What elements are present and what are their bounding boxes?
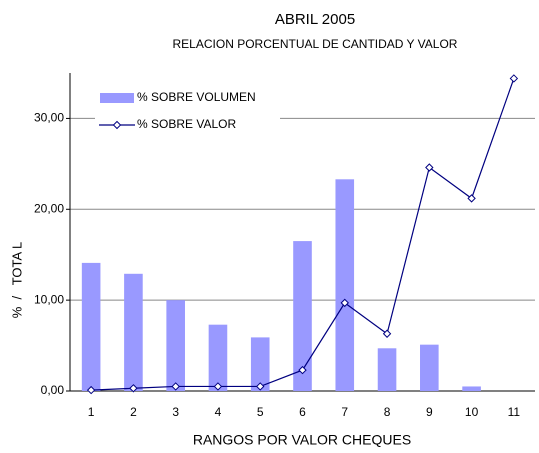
bar: [462, 386, 481, 391]
line-marker: [340, 298, 349, 308]
bar: [293, 241, 312, 391]
line-marker: [256, 382, 265, 391]
chart-subtitle: RELACION PORCENTUAL DE CANTIDAD Y VALOR: [173, 37, 458, 51]
x-tick-label: 2: [130, 405, 137, 419]
legend-label: % SOBRE VOLUMEN: [137, 90, 256, 104]
bar: [124, 273, 143, 391]
x-axis-label: RANGOS POR VALOR CHEQUES: [193, 432, 411, 448]
legend-swatch: [100, 93, 134, 103]
y-tick-label: 10,00: [34, 292, 64, 306]
legend-label: % SOBRE VALOR: [137, 117, 236, 131]
line-marker: [213, 382, 223, 391]
x-tick-label: 6: [299, 405, 306, 419]
chart-title: ABRIL 2005: [275, 11, 355, 28]
bar: [420, 344, 439, 391]
x-tick-label: 4: [215, 405, 222, 419]
bar: [208, 324, 228, 391]
line-marker: [86, 385, 96, 395]
y-tick-label: 0,00: [41, 383, 65, 397]
bar: [166, 300, 185, 391]
x-tick-label: 1: [88, 405, 95, 419]
line-marker: [171, 382, 180, 391]
line-marker: [467, 194, 476, 203]
legend-marker: [112, 120, 122, 130]
x-tick-label: 11: [508, 405, 521, 419]
line-marker: [298, 365, 307, 375]
x-tick-label: 7: [341, 405, 348, 419]
x-tick-label: 10: [465, 405, 479, 419]
y-tick-label: 30,00: [34, 111, 64, 125]
bar: [81, 262, 101, 391]
x-tick-label: 8: [384, 405, 391, 419]
bar: [377, 348, 397, 391]
line-marker: [425, 163, 434, 172]
line-marker: [509, 74, 519, 83]
line-marker: [382, 329, 392, 338]
bar: [250, 337, 270, 391]
y-tick-label: 20,00: [34, 201, 64, 215]
x-tick-label: 9: [426, 405, 433, 419]
x-tick-label: 3: [172, 405, 179, 419]
x-tick-label: 5: [257, 405, 264, 419]
bar: [335, 179, 355, 391]
line-marker: [129, 384, 138, 393]
y-axis-label: % / TOTA L: [9, 242, 24, 319]
